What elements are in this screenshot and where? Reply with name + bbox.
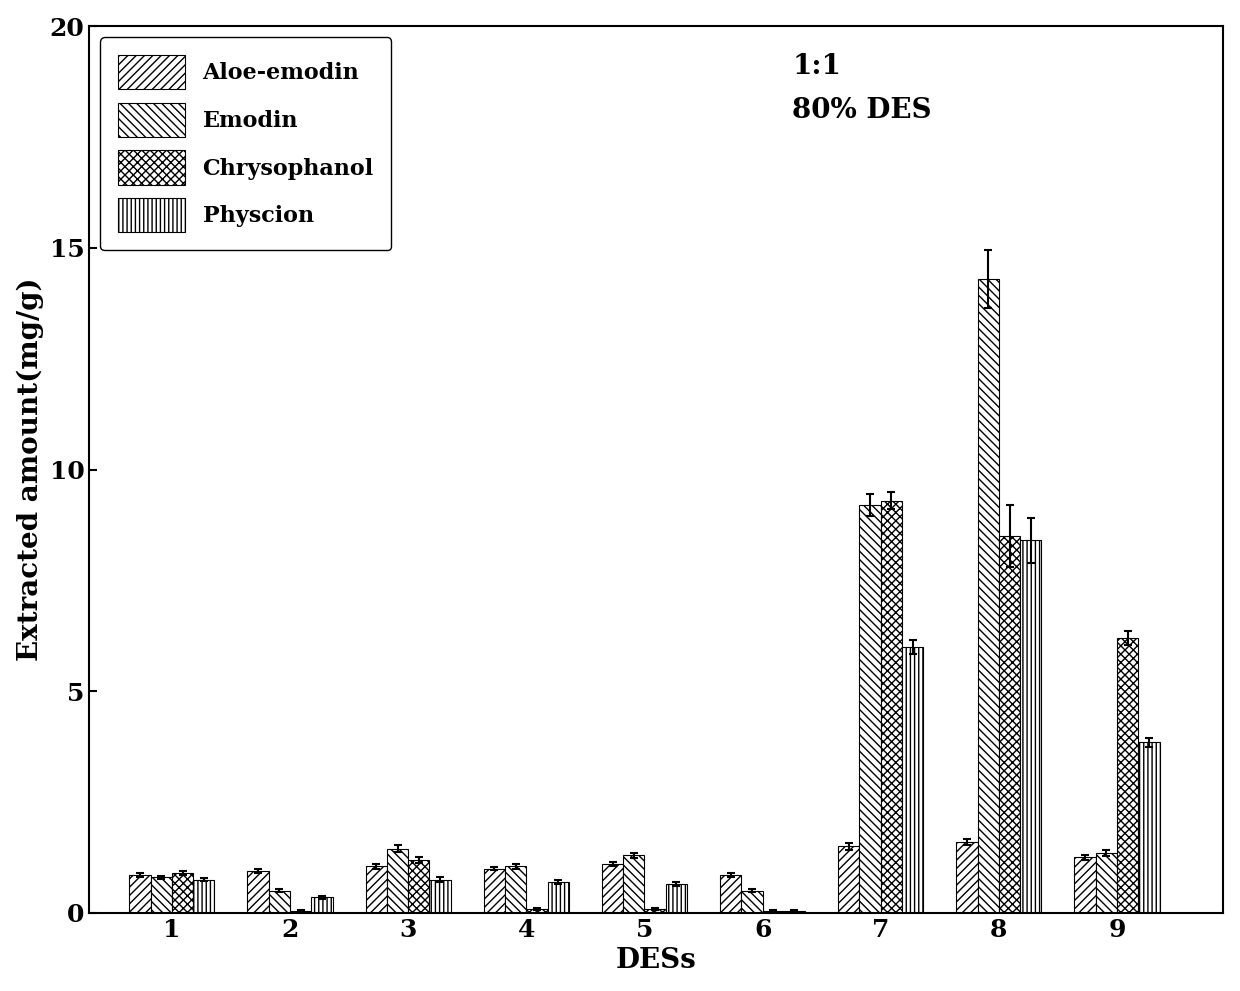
Bar [505,866,526,913]
Bar [484,868,505,913]
Bar [248,871,269,913]
Y-axis label: Extracted amount(mg/g): Extracted amount(mg/g) [16,277,45,661]
Bar [269,891,290,913]
Bar [150,877,172,913]
Bar [290,911,311,913]
Bar [548,882,569,913]
Bar [742,891,763,913]
Bar [311,898,332,913]
Bar [366,866,387,913]
Bar [880,500,901,913]
Bar [624,855,645,913]
Bar [1021,540,1042,913]
X-axis label: DESs: DESs [616,947,697,974]
Bar [1117,638,1138,913]
Bar [1138,742,1159,913]
Bar [859,505,880,913]
Bar [645,910,666,913]
Bar [784,911,805,913]
Bar [387,848,408,913]
Bar [999,536,1021,913]
Bar [901,647,924,913]
Bar [763,911,784,913]
Bar [666,884,687,913]
Bar [1096,853,1117,913]
Bar [956,842,977,913]
Bar [720,875,742,913]
Legend: Aloe-emodin, Emodin, Chrysophanol, Physcion: Aloe-emodin, Emodin, Chrysophanol, Physc… [100,38,392,250]
Bar [838,846,859,913]
Bar [977,278,999,913]
Bar [429,880,450,913]
Bar [601,864,624,913]
Bar [172,873,193,913]
Bar [129,875,150,913]
Bar [193,880,215,913]
Text: 1:1
80% DES: 1:1 80% DES [792,53,931,124]
Bar [1075,857,1096,913]
Bar [526,910,548,913]
Bar [408,860,429,913]
